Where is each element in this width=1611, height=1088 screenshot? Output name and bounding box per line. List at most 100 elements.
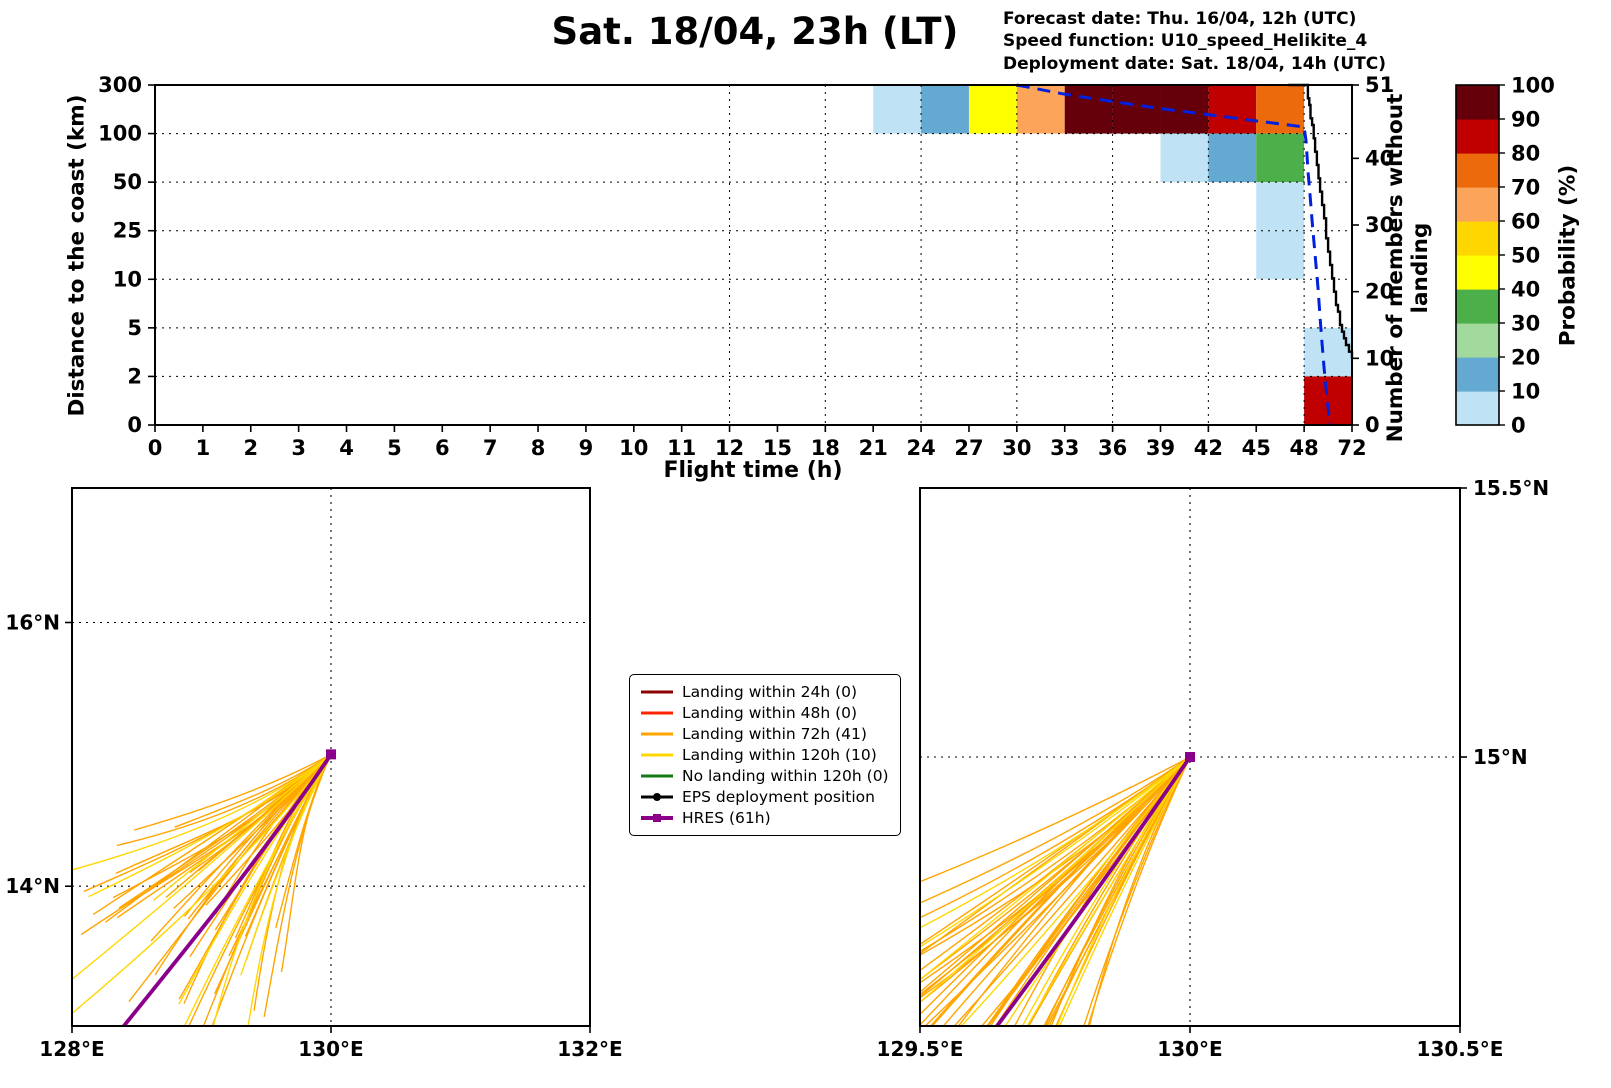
trajectory-landing-72h — [174, 753, 332, 828]
heatmap-cell — [1256, 182, 1305, 231]
legend-label: Landing within 24h (0) — [682, 683, 858, 701]
map-y-tick-label: 15°N — [1473, 745, 1528, 769]
colorbar-segment — [1456, 221, 1499, 256]
colorbar-segment — [1456, 153, 1499, 188]
trajectory-landing-72h — [920, 756, 1191, 993]
map-y-tick-label: 14°N — [5, 874, 60, 898]
legend-label: Landing within 72h (41) — [682, 725, 867, 743]
x-tick-label: 10 — [619, 436, 648, 460]
right-tick-label: 40 — [1365, 146, 1394, 170]
trajectory-landing-72h — [957, 756, 1191, 1026]
colorbar-tick-label: 60 — [1511, 210, 1540, 234]
x-tick-label: 24 — [906, 436, 935, 460]
legend-swatch-icon — [641, 732, 673, 736]
trajectory-landing-72h — [988, 756, 1191, 1026]
trajectory-landing-120h — [1026, 756, 1191, 1026]
trajectory-hres — [994, 755, 1192, 1026]
colorbar-tick-label: 80 — [1511, 142, 1540, 166]
map-zoom-grid — [920, 488, 1460, 1026]
legend-swatch-icon — [641, 774, 673, 778]
trajectory-landing-72h — [920, 756, 1191, 946]
trajectory-landing-72h — [1087, 756, 1191, 1026]
right-tick-label: 20 — [1365, 280, 1394, 304]
x-tick-label: 27 — [954, 436, 983, 460]
trajectory-landing-72h — [275, 754, 332, 928]
map-wide-trajectories — [72, 749, 336, 1026]
map-zoom-axes: 129.5°E 130°E 130.5°E 15.5°N 15°N — [877, 476, 1550, 1061]
x-tick-label: 3 — [291, 436, 306, 460]
x-tick-label: 45 — [1242, 436, 1271, 460]
heatmap-cell — [1304, 376, 1352, 425]
trajectory-landing-72h — [1044, 756, 1191, 1026]
x-tick-label: 12 — [715, 436, 744, 460]
map-y-tick-label: 15.5°N — [1473, 476, 1549, 500]
hres-position-marker — [326, 749, 336, 760]
right-tick-label: 51 — [1365, 73, 1394, 97]
x-tick-label: 1 — [196, 436, 211, 460]
trajectory-landing-120h — [247, 754, 332, 1026]
map-x-tick-label: 129.5°E — [877, 1037, 964, 1061]
legend-item: Landing within 72h (41) — [640, 725, 890, 743]
heatmap-cell — [1256, 230, 1305, 280]
page-title: Sat. 18/04, 23h (LT) — [551, 10, 959, 53]
trajectory-landing-120h — [1056, 756, 1191, 1026]
x-tick-label: 72 — [1337, 436, 1366, 460]
heatmap-cell — [1016, 85, 1065, 134]
legend-label: No landing within 120h (0) — [682, 767, 889, 785]
trajectory-landing-72h — [920, 756, 1191, 996]
x-tick-label: 7 — [483, 436, 498, 460]
trajectory-landing-72h — [920, 756, 1191, 999]
map-wide-grid — [72, 488, 590, 1026]
members-without-landing-line — [1288, 83, 1354, 359]
x-tick-label: 4 — [339, 436, 354, 460]
legend-label: Landing within 120h (10) — [682, 746, 877, 764]
trajectory-landing-120h — [153, 753, 332, 901]
y-tick-label: 0 — [127, 413, 142, 437]
legend-swatch-icon — [641, 690, 673, 694]
trajectory-landing-120h — [1021, 756, 1191, 1026]
legend-label: HRES (61h) — [682, 809, 771, 827]
y-tick-label: 300 — [98, 73, 142, 97]
map-x-tick-label: 130°E — [298, 1037, 363, 1061]
colorbar-segment — [1456, 289, 1499, 324]
x-tick-label: 18 — [811, 436, 840, 460]
colorbar-tick-label: 0 — [1511, 414, 1526, 438]
speed-function-text: Speed function: U10_speed_Helikite_4 — [1003, 31, 1368, 52]
x-tick-label: 30 — [1002, 436, 1031, 460]
trajectory-landing-120h — [88, 753, 332, 898]
top-chart-x-axis-label: Flight time (h) — [663, 458, 843, 483]
legend-item: EPS deployment position — [640, 788, 890, 806]
trajectory-landing-72h — [203, 753, 332, 900]
trajectory-landing-72h — [1088, 756, 1191, 1026]
colorbar-tick-label: 90 — [1511, 108, 1540, 132]
right-tick-label: 0 — [1365, 413, 1380, 437]
trajectory-landing-72h — [134, 753, 332, 831]
heatmap-cell — [921, 85, 969, 134]
trajectory-landing-72h — [920, 756, 1191, 883]
x-tick-label: 11 — [667, 436, 696, 460]
x-tick-label: 33 — [1050, 436, 1079, 460]
y-tick-label: 10 — [113, 267, 142, 291]
trajectory-landing-72h — [920, 756, 1191, 919]
trajectory-landing-120h — [72, 753, 332, 1015]
top-chart-border — [154, 84, 1353, 426]
legend-item: HRES (61h) — [640, 809, 890, 827]
x-tick-label: 0 — [148, 436, 163, 460]
colorbar-segment — [1456, 323, 1499, 358]
trajectory-landing-72h — [994, 756, 1191, 1026]
colorbar-tick-label: 20 — [1511, 346, 1540, 370]
right-tick-label: 30 — [1365, 213, 1394, 237]
trajectory-landing-120h — [1058, 756, 1191, 1026]
colorbar-segment — [1456, 255, 1499, 290]
legend-item: Landing within 24h (0) — [640, 683, 890, 701]
heatmap-cell — [1256, 133, 1305, 183]
trajectory-landing-72h — [1083, 756, 1191, 1026]
y-tick-label: 5 — [127, 316, 142, 340]
trajectory-hres — [121, 753, 333, 1026]
legend-swatch-icon — [641, 753, 673, 757]
flight-time-probability-chart: 0 1 2 3 4 5 6 7 8 9 10 11 12 15 18 21 24 27 30 33 36 39 42 45 48… — [98, 73, 1394, 460]
trajectory-landing-72h — [920, 756, 1191, 984]
trajectory-landing-120h — [72, 753, 332, 871]
y-tick-label: 25 — [113, 219, 142, 243]
